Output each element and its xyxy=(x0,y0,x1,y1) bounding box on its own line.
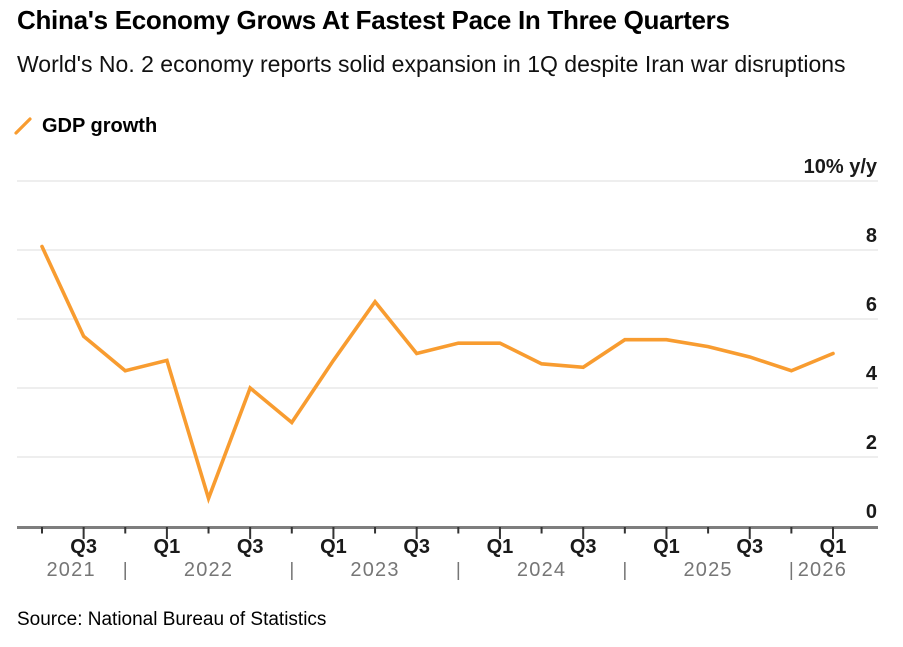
y-axis-label: 0 xyxy=(866,501,877,523)
year-label: 2024 xyxy=(517,559,566,581)
source-note: Source: National Bureau of Statistics xyxy=(17,609,327,630)
legend-label: GDP growth xyxy=(42,115,158,137)
y-axis-label: 6 xyxy=(866,294,877,316)
y-axis-label: 4 xyxy=(866,363,878,385)
gdp-growth-line xyxy=(40,244,835,505)
year-label: 2025 xyxy=(683,559,732,581)
year-separator: | xyxy=(622,560,627,581)
quarter-label: Q3 xyxy=(570,536,597,558)
year-label: 2026 xyxy=(798,559,847,581)
year-separator: | xyxy=(456,560,461,581)
year-separator: | xyxy=(123,560,128,581)
y-axis-label: 2 xyxy=(866,432,877,454)
y-axis-label: 8 xyxy=(866,225,877,247)
chart-subtitle: World's No. 2 economy reports solid expa… xyxy=(17,51,846,77)
quarter-label: Q3 xyxy=(70,536,97,558)
year-label: 2023 xyxy=(350,559,399,581)
quarter-label: Q1 xyxy=(653,536,680,558)
year-separator: | xyxy=(789,560,794,581)
chart-title: China's Economy Grows At Fastest Pace In… xyxy=(17,5,730,35)
quarter-label: Q3 xyxy=(237,536,264,558)
legend: GDP growth xyxy=(14,115,157,138)
quarter-label: Q1 xyxy=(820,536,847,558)
year-separator: | xyxy=(289,560,294,581)
year-label: 2021 xyxy=(46,559,95,581)
quarter-label: Q3 xyxy=(736,536,763,558)
year-label: 2022 xyxy=(184,559,233,581)
y-axis-unit-label: 10% y/y xyxy=(804,156,878,178)
quarter-label: Q1 xyxy=(320,536,347,558)
gdp-growth-legend-key-icon xyxy=(14,117,32,135)
quarter-label: Q1 xyxy=(487,536,514,558)
quarter-label: Q1 xyxy=(154,536,181,558)
quarter-label: Q3 xyxy=(403,536,430,558)
